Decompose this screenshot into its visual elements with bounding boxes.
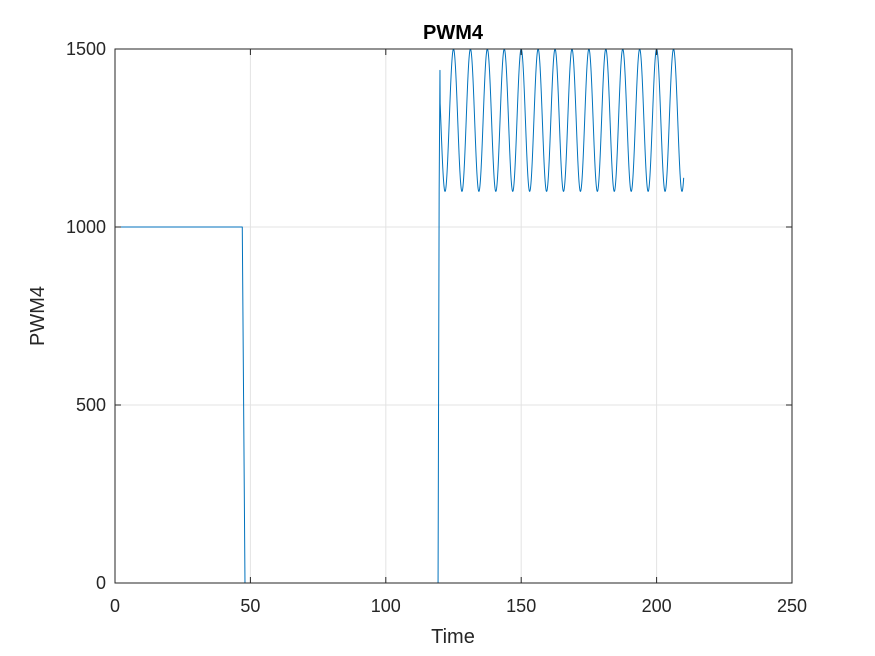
chart-title: PWM4: [423, 22, 484, 44]
x-tick-label-4: 200: [642, 596, 672, 616]
x-tick-label-2: 100: [371, 596, 401, 616]
tick-labels: 0 50 100 150 200 250 0 500 1000 1500: [66, 39, 807, 616]
y-tick-label-0: 0: [96, 573, 106, 593]
tick-marks: [114, 48, 793, 584]
axes-frame: [114, 48, 793, 584]
y-tick-label-3: 1500: [66, 39, 106, 59]
x-tick-label-0: 0: [110, 596, 120, 616]
plot-background: [115, 49, 792, 583]
x-tick-label-1: 50: [240, 596, 260, 616]
y-tick-label-2: 1000: [66, 217, 106, 237]
series-line-0: [115, 48, 685, 584]
axes-box: [114, 48, 793, 584]
x-tick-label-3: 150: [506, 596, 536, 616]
y-tick-label-1: 500: [76, 395, 106, 415]
x-axis-label: Time: [431, 626, 475, 648]
x-tick-label-5: 250: [777, 596, 807, 616]
y-axis-label: PWM4: [27, 286, 49, 346]
series-layer: [115, 48, 685, 584]
